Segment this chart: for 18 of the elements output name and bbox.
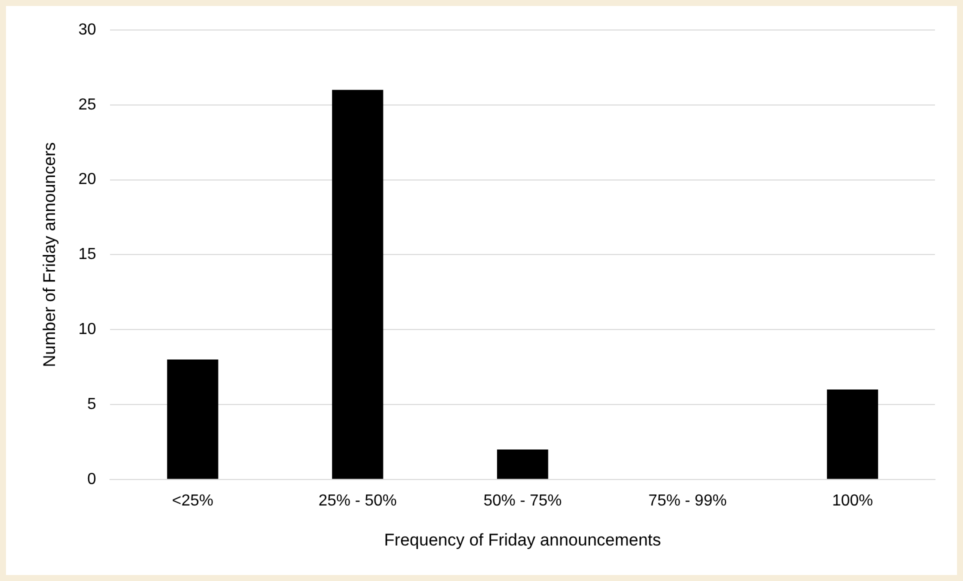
y-tick-label: 15	[78, 246, 96, 264]
x-tick-label: 75% - 99%	[648, 492, 727, 510]
x-tick-label: <25%	[172, 492, 214, 510]
bar	[332, 90, 384, 479]
bar	[826, 390, 878, 479]
x-tick-label: 50% - 75%	[483, 492, 562, 510]
y-tick-label: 5	[87, 396, 96, 413]
x-axis-title: Frequency of Friday announcements	[384, 530, 662, 550]
y-tick-label: 0	[87, 470, 96, 488]
y-tick-label: 25	[78, 96, 96, 114]
y-tick-label: 10	[78, 321, 96, 338]
x-tick-label: 100%	[832, 492, 873, 510]
y-tick-label: 20	[78, 171, 96, 188]
y-tick-label: 30	[78, 21, 96, 38]
x-tick-label: 25% - 50%	[318, 492, 397, 510]
y-axis-title: Number of Friday announcers	[40, 142, 59, 368]
bar	[167, 360, 218, 479]
bar	[497, 449, 548, 479]
